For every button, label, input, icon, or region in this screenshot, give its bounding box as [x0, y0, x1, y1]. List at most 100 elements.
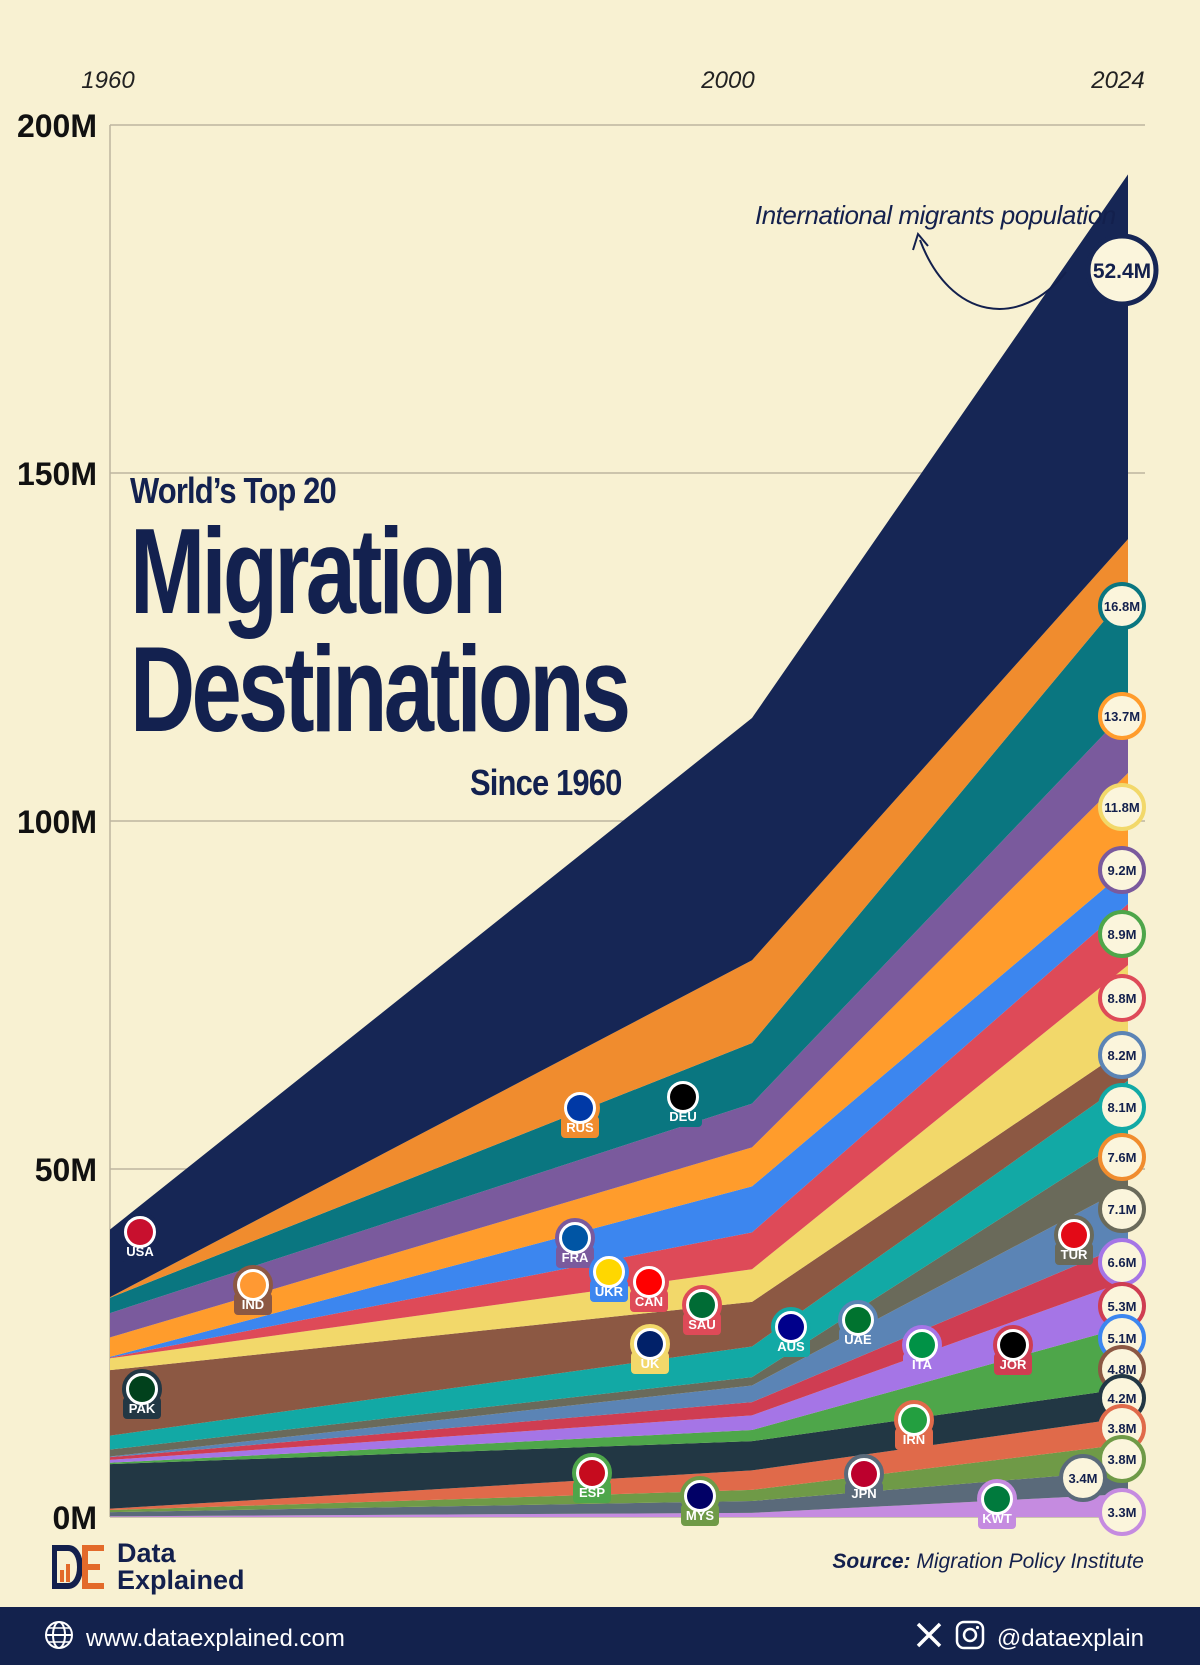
title-line-1: Migration: [130, 503, 507, 639]
x-tick-label: 2024: [1090, 67, 1144, 94]
area-pak: [110, 1388, 1128, 1509]
source-note: Source: Migration Policy Institute: [832, 1550, 1144, 1574]
flag-icon: [851, 1461, 877, 1487]
country-code: KWT: [982, 1511, 1012, 1526]
area-jpn: [110, 1470, 1128, 1517]
country-code: DEU: [669, 1109, 696, 1124]
country-badges: USA IND PAK RUS DEU FRA UKR CAN SAU UK AUS UAE ITA JO…: [120, 1077, 1094, 1529]
end-label-text: 52.4M: [1093, 260, 1151, 283]
social-handles[interactable]: @dataexplain: [915, 1620, 1144, 1657]
badge-sau: SAU: [682, 1285, 722, 1335]
country-code: MYS: [686, 1508, 715, 1523]
area-uae: [110, 1186, 1128, 1458]
end-label-ring: [1085, 233, 1159, 307]
end-label-text: 13.7M: [1104, 709, 1140, 724]
end-label-ring: [1098, 1185, 1146, 1233]
end-label-ring: [1059, 1454, 1107, 1502]
area-usa: [110, 174, 1128, 1298]
end-label-ring: [1098, 692, 1146, 740]
title-kicker: World’s Top 20: [130, 470, 337, 511]
website-text: www.dataexplained.com: [86, 1624, 345, 1652]
flag-icon: [127, 1219, 153, 1245]
end-label-ring: [1098, 974, 1146, 1022]
badge-deu: DEU: [663, 1077, 703, 1127]
annotation-arrow: [912, 231, 1067, 310]
website-link[interactable]: www.dataexplained.com: [44, 1620, 345, 1657]
end-label-ring: [1098, 1435, 1146, 1483]
flag-icon: [240, 1272, 266, 1298]
end-label-ring: [1098, 910, 1146, 958]
end-label-text: 5.1M: [1108, 1331, 1137, 1346]
globe-icon: [44, 1620, 74, 1657]
country-code: IRN: [903, 1432, 925, 1447]
badge-ind: IND: [233, 1265, 273, 1315]
x-tick-label: 2000: [700, 67, 755, 94]
flag-icon: [1061, 1222, 1087, 1248]
badge-rus: RUS: [560, 1088, 600, 1138]
end-label-7: 8.2M: [1098, 1031, 1146, 1079]
flag-icon: [567, 1095, 593, 1121]
flag-icon: [984, 1486, 1010, 1512]
flag-icon: [909, 1332, 935, 1358]
logo-mark-icon: [51, 1544, 107, 1590]
end-labels: 52.4M 16.8M 13.7M 11.8M 9.2M 8.9M 8.8M 8.2M 8.1M…: [1059, 233, 1159, 1536]
x-icon[interactable]: [915, 1621, 943, 1656]
brand-line-2: Explained: [117, 1565, 245, 1595]
badge-pak: PAK: [122, 1369, 162, 1419]
country-code: CAN: [635, 1294, 663, 1309]
country-code: ITA: [912, 1357, 933, 1372]
country-code: UK: [641, 1356, 660, 1371]
country-code: JOR: [1000, 1357, 1027, 1372]
country-code: UAE: [844, 1332, 872, 1347]
end-label-text: 4.2M: [1108, 1391, 1137, 1406]
end-label-text: 16.8M: [1104, 599, 1140, 614]
country-code: ESP: [579, 1485, 605, 1500]
end-label-1: 16.8M: [1098, 582, 1146, 630]
badge-usa: USA: [120, 1212, 160, 1262]
flag-icon: [901, 1407, 927, 1433]
area-ind: [110, 1047, 1128, 1436]
end-label-11: 6.6M: [1098, 1238, 1146, 1286]
badge-uk: UK: [630, 1324, 670, 1374]
flag-icon: [562, 1225, 588, 1251]
end-label-text: 9.2M: [1108, 863, 1137, 878]
flag-icon: [689, 1292, 715, 1318]
flag-icon: [687, 1483, 713, 1509]
source-text: Migration Policy Institute: [916, 1550, 1144, 1573]
flag-icon: [636, 1269, 662, 1295]
country-code: PAK: [129, 1401, 156, 1416]
end-label-text: 3.8M: [1108, 1452, 1137, 1467]
x-axis-years: 1960 2000 2024: [81, 67, 1144, 94]
country-code: UKR: [595, 1284, 624, 1299]
end-label-text: 8.9M: [1108, 927, 1137, 942]
end-label-0: 52.4M: [1085, 233, 1159, 307]
end-label-text: 3.3M: [1108, 1505, 1137, 1520]
end-label-text: 7.6M: [1108, 1150, 1137, 1165]
badge-jpn: JPN: [844, 1454, 884, 1504]
end-label-19: 3.3M: [1098, 1488, 1146, 1536]
end-label-18: 3.4M: [1059, 1454, 1107, 1502]
x-tick-label: 1960: [81, 67, 135, 94]
end-label-ring: [1098, 783, 1146, 831]
end-label-text: 3.4M: [1069, 1471, 1098, 1486]
brand-logo: Data Explained: [51, 1540, 245, 1595]
instagram-icon[interactable]: [955, 1620, 985, 1657]
area-kwt: [110, 1494, 1128, 1517]
title-block: World’s Top 20 Migration Destinations Si…: [130, 470, 802, 803]
flag-icon: [845, 1307, 871, 1333]
flag-icon: [129, 1376, 155, 1402]
annotation-text: International migrants population: [755, 200, 1116, 230]
country-code: USA: [126, 1244, 154, 1259]
end-label-text: 3.8M: [1108, 1421, 1137, 1436]
badge-uae: UAE: [838, 1300, 878, 1350]
end-label-ring: [1098, 1488, 1146, 1536]
end-label-5: 8.9M: [1098, 910, 1146, 958]
end-label-8: 8.1M: [1098, 1083, 1146, 1131]
end-label-3: 11.8M: [1098, 783, 1146, 831]
end-label-text: 6.6M: [1108, 1255, 1137, 1270]
area-irn: [110, 1417, 1128, 1511]
flag-icon: [579, 1460, 605, 1486]
badge-aus: AUS: [771, 1307, 811, 1357]
country-code: RUS: [566, 1120, 594, 1135]
